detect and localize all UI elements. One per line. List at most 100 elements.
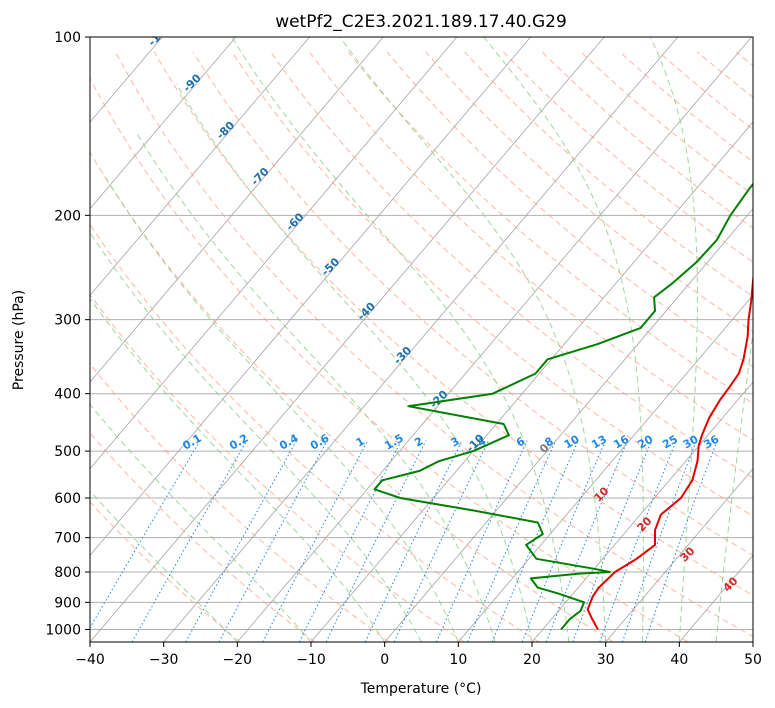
mixing-ratio-label: 1 xyxy=(354,435,367,450)
moist-adiabat xyxy=(649,37,698,642)
y-tick-label: 100 xyxy=(54,30,81,46)
isotherm-line xyxy=(90,37,605,642)
mixing-ratio-label: 6 xyxy=(514,434,527,449)
x-tick-label: 50 xyxy=(744,652,762,668)
moist-adiabat xyxy=(90,297,386,642)
isotherm-label: -80 xyxy=(214,119,237,142)
temperature-profile xyxy=(586,271,753,630)
moist-adiabat xyxy=(715,327,753,642)
moist-adiabat xyxy=(90,403,312,642)
isotherm-line xyxy=(457,294,753,642)
y-tick-label: 200 xyxy=(54,208,81,224)
dry-adiabat xyxy=(386,51,753,368)
dry-adiabat xyxy=(90,432,316,642)
mixing-ratio-label: 36 xyxy=(702,432,722,451)
isotherm-line xyxy=(236,37,752,642)
isotherm-line xyxy=(752,641,753,642)
mixing-ratio-label: 0.4 xyxy=(277,431,301,452)
mixing-ratio-line xyxy=(491,440,579,642)
mixing-ratio-line xyxy=(621,440,697,642)
x-tick-label: −30 xyxy=(149,652,179,668)
isotherm-line xyxy=(605,467,753,642)
x-tick-label: 40 xyxy=(670,652,688,668)
y-tick-label: 300 xyxy=(54,313,81,329)
mixing-ratio-label: 0.1 xyxy=(180,432,203,453)
mixing-ratio-line xyxy=(435,440,528,642)
mixing-ratio-label: 16 xyxy=(611,432,631,451)
dry-adiabat xyxy=(90,363,390,642)
mixing-ratio-line xyxy=(131,440,248,642)
mixing-ratio-line xyxy=(90,440,201,629)
isotherm-line xyxy=(90,37,531,556)
dry-adiabat xyxy=(541,51,753,229)
dry-adiabat xyxy=(425,51,753,333)
moist-adiabat xyxy=(339,37,607,642)
x-axis-label: Temperature (°C) xyxy=(360,681,482,697)
chart-title: wetPf2_C2E3.2021.189.17.40.G29 xyxy=(275,12,567,32)
mixing-ratio-label: 0.2 xyxy=(227,432,250,453)
dry-adiabat xyxy=(309,51,753,441)
mixing-ratio-label: 13 xyxy=(589,433,609,452)
moist-adiabat xyxy=(483,37,644,642)
y-tick-label: 1000 xyxy=(45,622,81,638)
x-tick-label: 0 xyxy=(380,652,389,668)
moist-adiabat xyxy=(90,490,238,642)
moist-adiabat xyxy=(102,173,459,642)
moist-adiabat xyxy=(175,83,533,642)
x-tick-label: −40 xyxy=(75,652,105,668)
mixing-ratio-label: 25 xyxy=(660,433,680,452)
y-axis-label: Pressure (hPa) xyxy=(11,290,27,390)
mixing-ratio-line xyxy=(467,440,557,642)
moist-adiabat xyxy=(135,132,496,642)
mixing-ratio-line xyxy=(644,440,718,642)
isotherm-line xyxy=(90,37,384,383)
dry-adiabat xyxy=(90,501,241,642)
x-tick-label: −20 xyxy=(223,652,253,668)
y-tick-label: 700 xyxy=(54,531,81,547)
mixing-ratio-line xyxy=(572,440,652,642)
dry-adiabat xyxy=(115,51,753,638)
mixing-ratio-line xyxy=(545,440,628,642)
dry-adiabat xyxy=(347,51,753,404)
isotherm-label: -30 xyxy=(391,344,414,367)
mixing-ratio-line xyxy=(325,440,427,642)
y-tick-label: 500 xyxy=(54,444,81,460)
mixing-ratio-line xyxy=(393,440,489,642)
isotherm-line xyxy=(163,37,679,642)
isotherm-label: -90 xyxy=(181,71,204,94)
mixing-ratio-label: 3 xyxy=(448,435,461,450)
dry-adiabat xyxy=(735,51,753,67)
mixing-ratio-line xyxy=(218,440,328,642)
moist-adiabat-label: 10 xyxy=(592,484,612,504)
dry-adiabat xyxy=(90,223,540,642)
moist-adiabat xyxy=(231,37,570,642)
y-tick-label: 900 xyxy=(54,595,81,611)
mixing-ratio-label: 10 xyxy=(562,432,582,451)
dry-adiabat xyxy=(90,77,689,642)
mixing-ratio-line xyxy=(599,440,677,642)
dewpoint-profile xyxy=(373,182,753,631)
isotherm-line xyxy=(90,37,458,470)
y-tick-label: 400 xyxy=(54,387,81,403)
isotherm-line xyxy=(90,37,310,297)
y-tick-label: 600 xyxy=(54,491,81,507)
isotherm-line xyxy=(384,207,753,642)
mixing-ratio-line xyxy=(262,440,369,642)
dry-adiabat xyxy=(90,151,614,642)
mixing-ratio-line xyxy=(364,440,463,642)
isotherm-label: -100 xyxy=(145,20,174,49)
mixing-ratio-line xyxy=(185,440,297,642)
mixing-ratio-label: 20 xyxy=(636,432,656,451)
plot-frame xyxy=(89,36,754,643)
x-tick-label: 30 xyxy=(597,652,615,668)
isotherm-label: -70 xyxy=(248,165,271,188)
dry-adiabat xyxy=(90,293,465,642)
isotherm-line xyxy=(90,37,237,210)
isotherm-label: -20 xyxy=(427,388,450,411)
x-tick-label: −10 xyxy=(296,652,326,668)
isotherm-label: -50 xyxy=(319,255,342,278)
dry-adiabat xyxy=(464,51,753,298)
isotherm-line xyxy=(310,121,753,642)
